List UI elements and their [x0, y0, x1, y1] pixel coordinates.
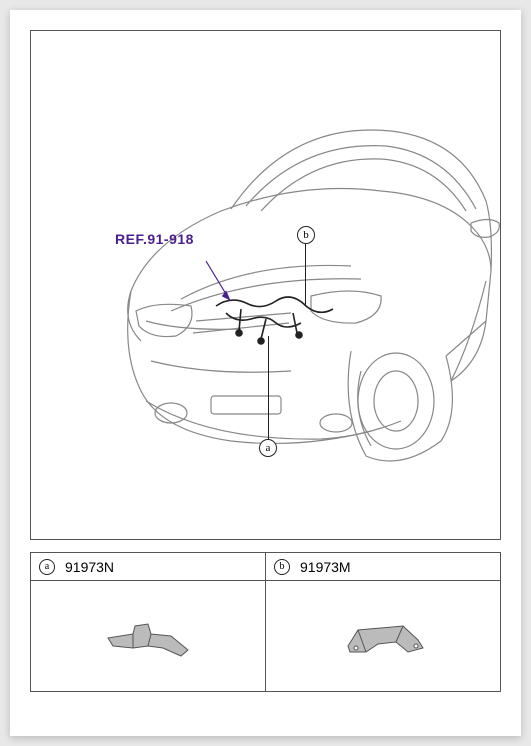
parts-header: b 91973M	[266, 553, 500, 581]
parts-cell-b: b 91973M	[266, 553, 500, 691]
parts-header: a 91973N	[31, 553, 265, 581]
callout-ref-b: b	[274, 559, 290, 575]
callout-ref-label: b	[280, 561, 285, 572]
part-number: 91973N	[65, 559, 114, 575]
parts-table: a 91973N b 91973M	[30, 552, 501, 692]
page-container: REF.91-918 a b a 91973N	[10, 10, 521, 736]
leader-line	[268, 336, 269, 440]
callout-a: a	[259, 439, 277, 457]
part-thumbnail-b	[266, 581, 500, 691]
parts-cell-a: a 91973N	[31, 553, 266, 691]
callout-b: b	[297, 226, 315, 244]
callout-label: b	[303, 229, 309, 241]
part-number: 91973M	[300, 559, 351, 575]
reference-label: REF.91-918	[115, 231, 194, 247]
callout-label: a	[266, 442, 271, 454]
leader-line	[305, 244, 306, 306]
part-thumbnail-a	[31, 581, 265, 691]
vehicle-line-drawing	[61, 61, 501, 521]
callout-ref-a: a	[39, 559, 55, 575]
diagram-frame: REF.91-918 a b	[30, 30, 501, 540]
callout-ref-label: a	[45, 561, 49, 572]
